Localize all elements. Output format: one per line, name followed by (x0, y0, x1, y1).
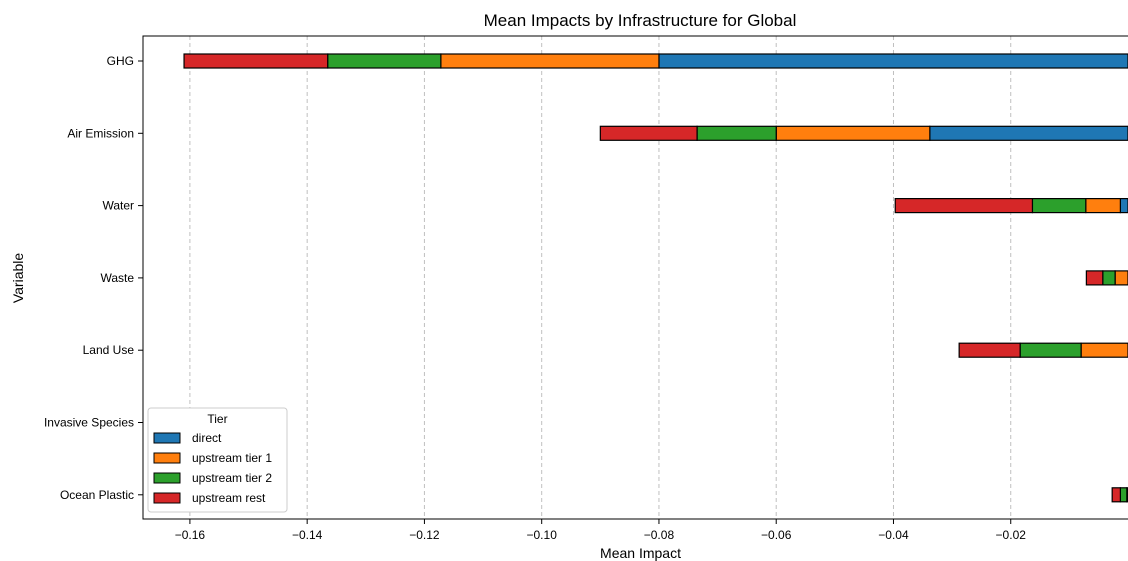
y-axis-title: Variable (10, 253, 26, 304)
y-tick-label: Waste (100, 271, 134, 285)
y-tick-label: Water (102, 199, 134, 213)
x-tick-label: −0.16 (175, 528, 206, 542)
bar-segment (1019, 342, 1082, 358)
legend-label: upstream rest (192, 491, 266, 505)
bar-segment (658, 53, 1128, 69)
x-tick-label: −0.06 (761, 528, 792, 542)
legend-title: Tier (207, 412, 227, 426)
x-tick-label: −0.08 (644, 528, 675, 542)
bar-segment (1119, 198, 1128, 214)
legend-items: direct upstream tier 1 upstream tier 2 upst… (153, 431, 272, 505)
x-axis: −0.16 −0.14 −0.12 −0.10 −0.08 −0.06 −0.04 −0.02 (175, 519, 1027, 542)
bar-segment (1119, 487, 1128, 503)
grid-lines (189, 36, 1012, 519)
y-tick-label: GHG (107, 54, 134, 68)
x-tick-label: −0.04 (878, 528, 909, 542)
legend-label: upstream tier 1 (192, 451, 272, 465)
y-tick-label: Ocean Plastic (60, 488, 134, 502)
y-tick-label: Air Emission (67, 126, 134, 140)
chart-title: Mean Impacts by Infrastructure for Globa… (484, 11, 797, 30)
bar-segment (1102, 270, 1116, 286)
y-tick-label: Invasive Species (44, 416, 134, 430)
legend-label: upstream tier 2 (192, 471, 272, 485)
bar-segment (958, 342, 1021, 358)
x-tick-label: −0.10 (527, 528, 558, 542)
bars (183, 53, 1128, 503)
bar-segment (1085, 270, 1104, 286)
legend-box (147, 407, 288, 513)
bar-segment (183, 53, 329, 69)
legend-swatch (153, 452, 181, 464)
legend-label: direct (192, 431, 222, 445)
x-tick-label: −0.12 (409, 528, 440, 542)
bar-segment (929, 125, 1128, 141)
bar-segment (1111, 487, 1121, 503)
bar-segment (1080, 342, 1128, 358)
bar-segment (696, 125, 777, 141)
bar-segment (440, 53, 660, 69)
bar-segment (1114, 270, 1128, 286)
x-tick-label: −0.14 (292, 528, 323, 542)
legend-swatch (153, 472, 181, 484)
bar-segment (1085, 198, 1121, 214)
bar-segment (775, 125, 931, 141)
legend: Tier direct upstream tier 1 upstream tier … (147, 407, 288, 513)
legend-swatch (153, 492, 181, 504)
bar-segment (599, 125, 698, 141)
bar-segment (1031, 198, 1087, 214)
bar-segment (894, 198, 1034, 214)
x-tick-label: −0.02 (996, 528, 1027, 542)
plot-frame (142, 35, 1128, 520)
y-axis: GHG Air Emission Water Waste Land Use Invasiv… (44, 54, 143, 502)
legend-swatch (153, 432, 181, 444)
y-tick-label: Land Use (83, 343, 135, 357)
x-axis-title: Mean Impact (600, 545, 681, 561)
bar-segment (327, 53, 442, 69)
